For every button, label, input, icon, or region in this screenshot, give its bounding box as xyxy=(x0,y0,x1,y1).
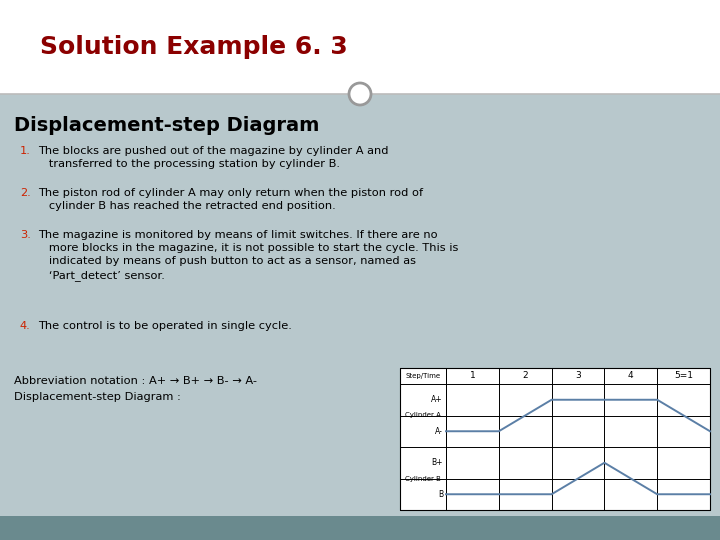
Text: B+: B+ xyxy=(431,458,443,467)
Text: 3.: 3. xyxy=(20,230,31,240)
Text: The blocks are pushed out of the magazine by cylinder A and
   transferred to th: The blocks are pushed out of the magazin… xyxy=(38,146,389,169)
Bar xyxy=(0,94,720,516)
Text: 4.: 4. xyxy=(20,321,31,331)
Bar xyxy=(400,368,710,510)
Text: The control is to be operated in single cycle.: The control is to be operated in single … xyxy=(38,321,292,331)
Text: B: B xyxy=(438,490,443,499)
Text: Abbreviation notation : A+ → B+ → B- → A-: Abbreviation notation : A+ → B+ → B- → A… xyxy=(14,376,257,386)
Text: 1: 1 xyxy=(469,372,475,381)
Text: A+: A+ xyxy=(431,395,443,404)
Text: Solution Example 6. 3: Solution Example 6. 3 xyxy=(40,35,348,59)
Text: 4: 4 xyxy=(628,372,634,381)
Text: The magazine is monitored by means of limit switches. If there are no
   more bl: The magazine is monitored by means of li… xyxy=(38,230,459,280)
Text: 2.: 2. xyxy=(20,188,31,198)
Bar xyxy=(0,516,720,540)
Text: Cylinder B: Cylinder B xyxy=(405,476,441,482)
Text: 2: 2 xyxy=(523,372,528,381)
Bar xyxy=(0,0,720,94)
Text: Displacement-step Diagram: Displacement-step Diagram xyxy=(14,116,320,135)
Circle shape xyxy=(349,83,371,105)
Text: 3: 3 xyxy=(575,372,581,381)
Text: Displacement-step Diagram :: Displacement-step Diagram : xyxy=(14,392,181,402)
Text: 1.: 1. xyxy=(20,146,31,156)
Text: Cylinder A: Cylinder A xyxy=(405,413,441,418)
Text: Step/Time: Step/Time xyxy=(405,373,441,379)
Text: The piston rod of cylinder A may only return when the piston rod of
   cylinder : The piston rod of cylinder A may only re… xyxy=(38,188,423,211)
Text: A-: A- xyxy=(435,427,443,436)
Text: 5=1: 5=1 xyxy=(674,372,693,381)
